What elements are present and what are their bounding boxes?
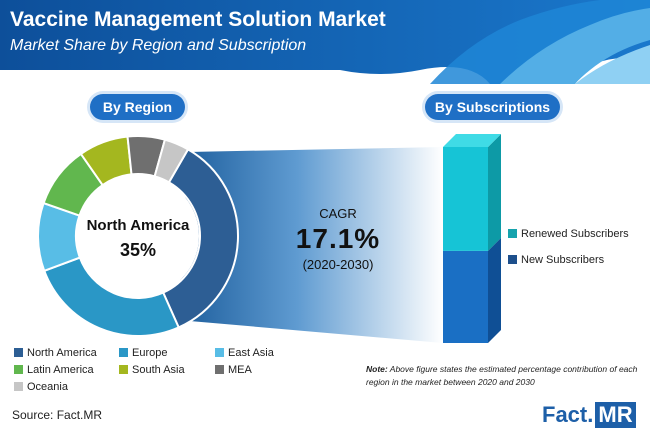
donut-slice-oceania [153, 138, 190, 184]
sub-legend-label: Renewed Subscribers [521, 227, 629, 240]
cagr-period: (2020-2030) [302, 257, 374, 272]
legend-label: Oceania [27, 380, 68, 393]
sub-legend-swatch [508, 255, 517, 264]
center-region-value: 35% [119, 240, 157, 260]
legend-swatch [14, 382, 23, 391]
legend-swatch [215, 365, 224, 374]
center-region-name: North America [86, 217, 190, 234]
legend-label: Latin America [27, 363, 94, 376]
header-banner: Vaccine Management Solution Market Marke… [0, 0, 650, 84]
legend-label: North America [27, 346, 97, 359]
legend-swatch [14, 365, 23, 374]
bar-segment-renewed-subscribers [443, 147, 488, 251]
logo-text-a: Fact [542, 402, 588, 427]
footnote: Note: Above figure states the estimated … [366, 363, 641, 389]
factmr-logo: Fact. MR [542, 402, 636, 428]
sub-legend-swatch [508, 229, 517, 238]
sub-legend-item: Renewed Subscribers [508, 226, 629, 241]
bar-side-new [488, 237, 501, 343]
page-subtitle: Market Share by Region and Subscription [10, 37, 307, 54]
legend-swatch [119, 348, 128, 357]
donut-slice-north-america [161, 148, 239, 329]
cagr-value: 17.1% [295, 223, 381, 254]
sub-legend-label: New Subscribers [521, 253, 605, 266]
donut-center-label: North America 35% [78, 217, 198, 261]
note-text: Above figure states the estimated percen… [366, 364, 638, 387]
sub-legend-item: New Subscribers [508, 252, 629, 267]
legend-label: Europe [132, 346, 168, 359]
subscription-legend: Renewed Subscribers New Subscribers [508, 226, 629, 278]
legend-item: Latin America [14, 362, 119, 377]
legend-item: Europe [119, 345, 215, 360]
cagr-block: CAGR 17.1% (2020-2030) [268, 206, 408, 272]
logo-dot: . [587, 402, 594, 427]
donut-hole [77, 175, 199, 297]
subscription-bar [443, 134, 501, 343]
bar-side-renewed [488, 134, 501, 251]
source-text: Source: Fact.MR [12, 408, 103, 422]
legend-item: Oceania [14, 379, 119, 394]
header-background [0, 0, 650, 84]
logo-text-b: MR [595, 402, 636, 428]
bar-segment-new-subscribers [443, 250, 488, 343]
legend-item: North America [14, 345, 119, 360]
note-prefix: Note: [366, 364, 388, 374]
bar-top [443, 134, 501, 147]
page-title: Vaccine Management Solution Market [10, 8, 386, 31]
legend-label: MEA [228, 363, 252, 376]
legend-label: East Asia [228, 346, 274, 359]
legend-item: MEA [215, 362, 311, 377]
connector-fan [178, 147, 443, 343]
by-region-badge: By Region [90, 94, 185, 120]
legend-swatch [215, 348, 224, 357]
legend-item: South Asia [119, 362, 215, 377]
legend-swatch [14, 348, 23, 357]
legend-label: South Asia [132, 363, 185, 376]
region-donut [37, 135, 239, 337]
legend-item: East Asia [215, 345, 311, 360]
cagr-label: CAGR [319, 206, 357, 221]
by-subscriptions-badge: By Subscriptions [425, 94, 560, 120]
region-legend: North America Europe East Asia Latin Ame… [14, 345, 344, 394]
legend-swatch [119, 365, 128, 374]
